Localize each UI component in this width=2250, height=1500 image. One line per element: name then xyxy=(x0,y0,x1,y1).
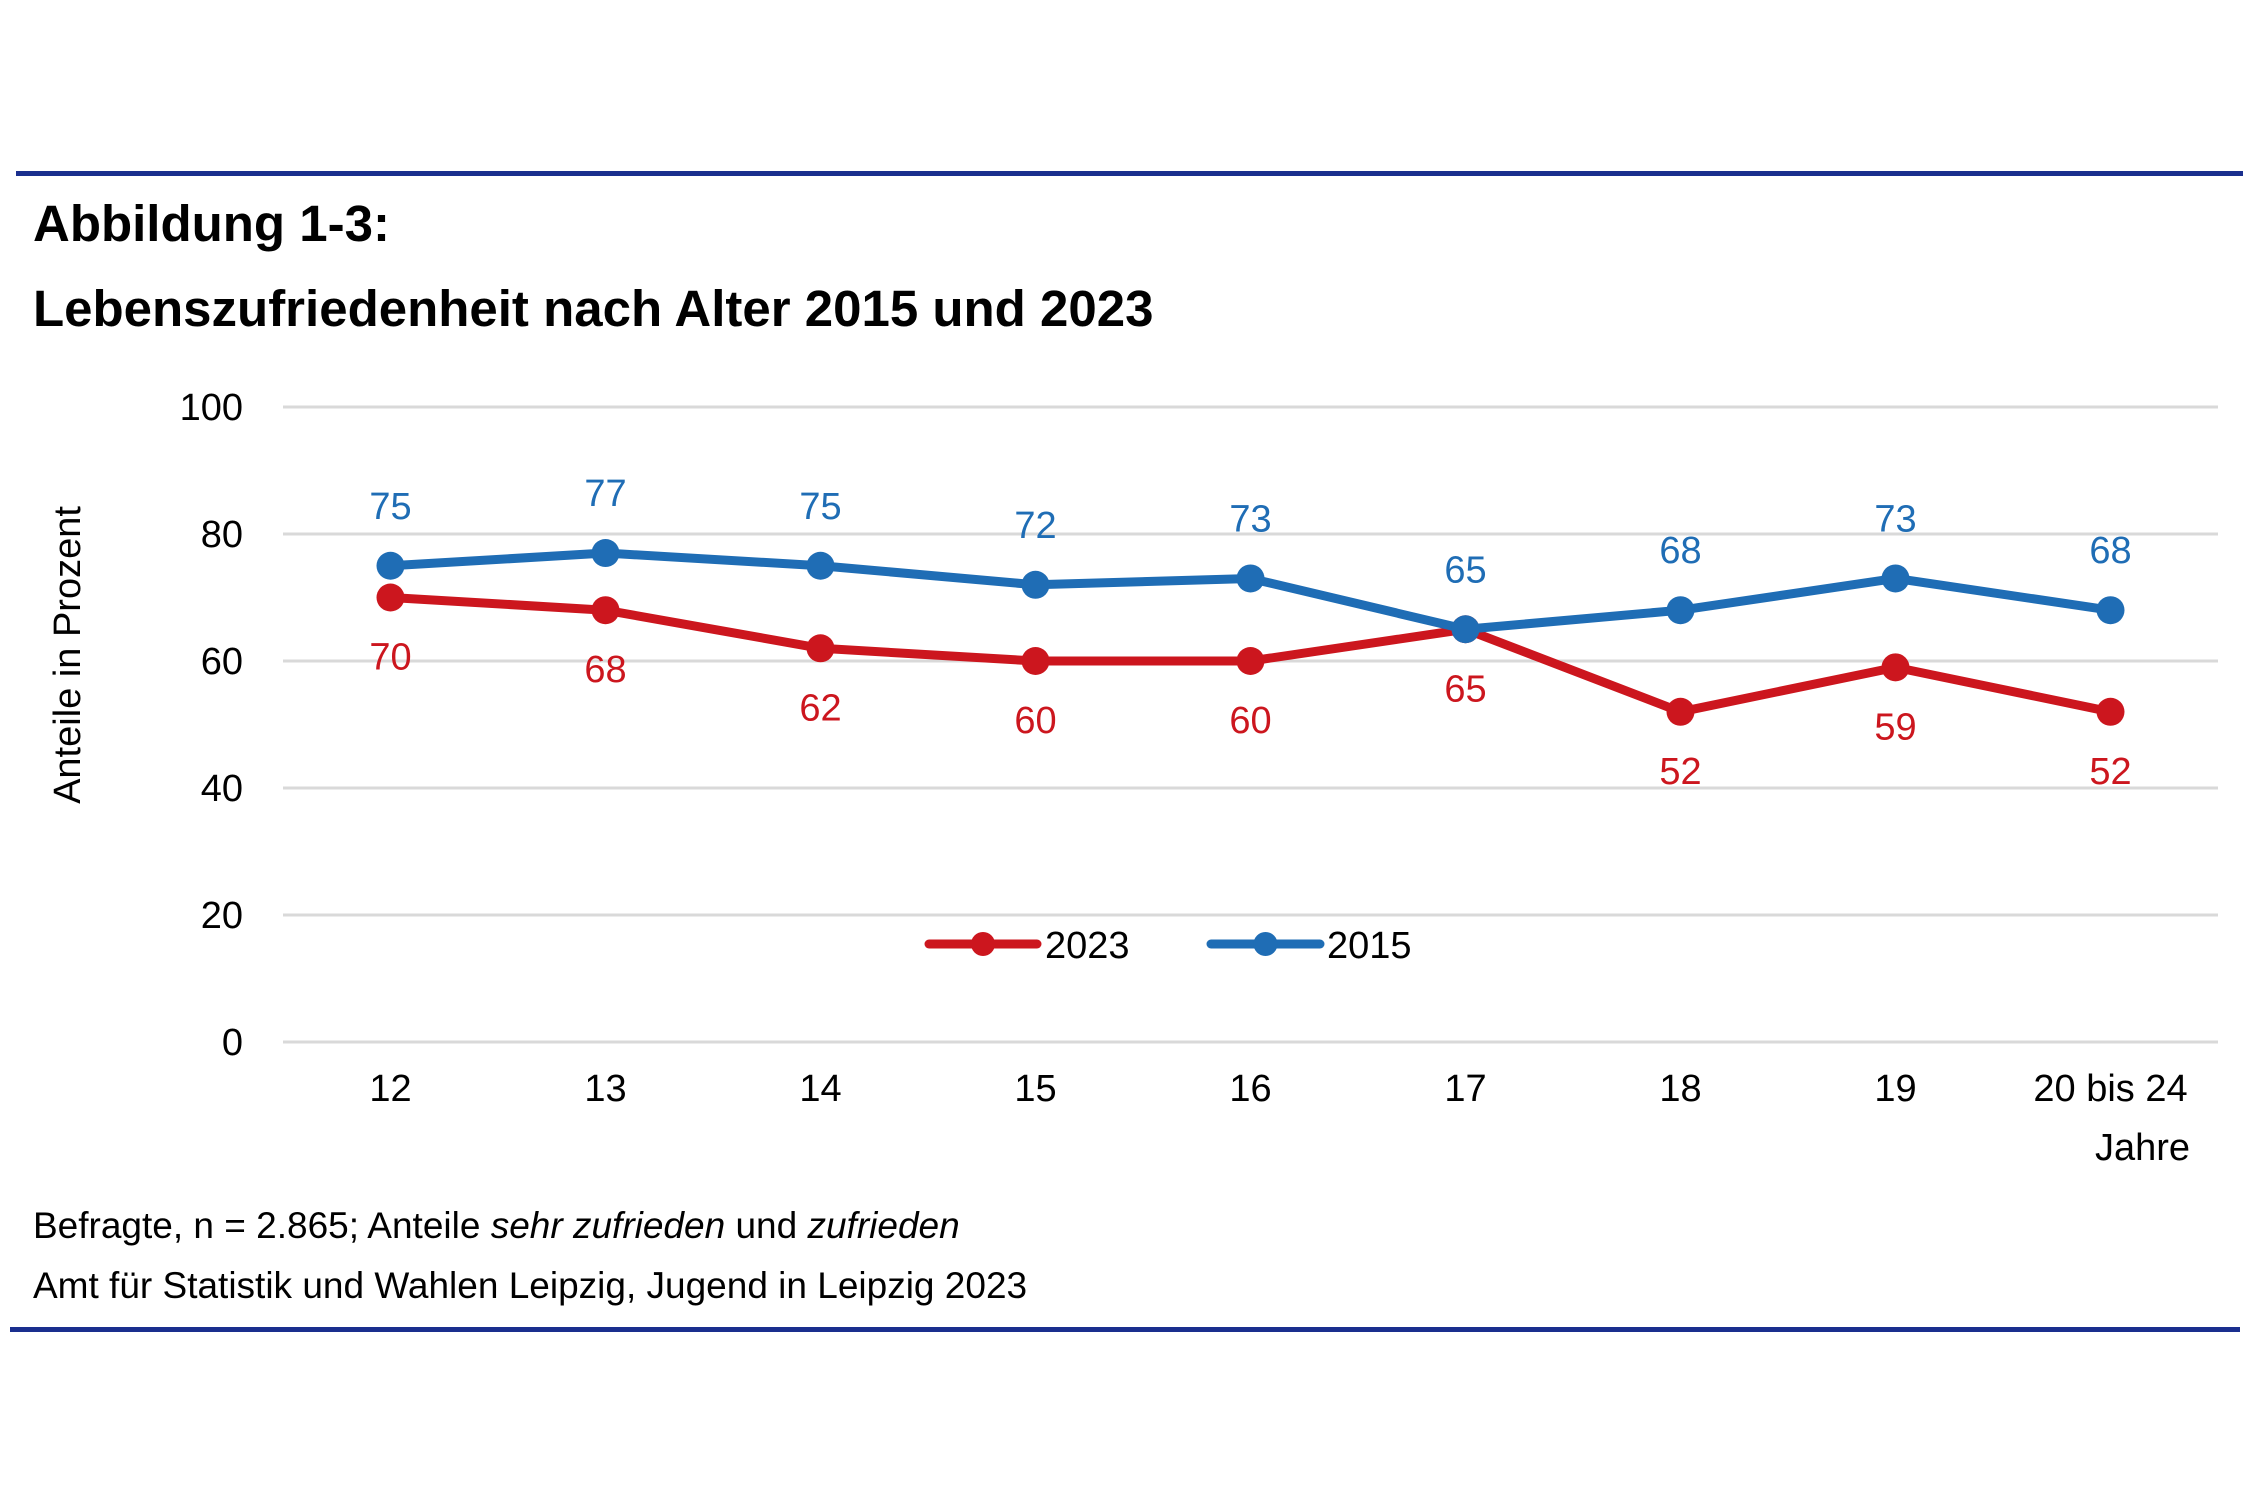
y-tick-label: 100 xyxy=(180,387,243,429)
data-point xyxy=(376,551,405,580)
x-tick-label: 14 xyxy=(799,1068,841,1110)
data-point xyxy=(591,539,620,568)
series-2015: 75 77 75 72 73 65 68 73 68 xyxy=(369,473,2132,644)
bottom-rule xyxy=(10,1327,2240,1332)
y-tick-label: 60 xyxy=(201,641,243,683)
data-label: 62 xyxy=(799,687,841,729)
x-tick-label: 17 xyxy=(1444,1068,1486,1110)
data-label: 68 xyxy=(1659,530,1701,572)
footnote-part: sehr zufrieden xyxy=(490,1205,726,1246)
series-2023: 70 68 62 60 60 65 52 59 52 xyxy=(369,583,2132,793)
data-label: 59 xyxy=(1874,706,1916,748)
x-tick-label: 12 xyxy=(369,1068,411,1110)
data-point xyxy=(1666,697,1695,726)
figure-title: Lebenszufriedenheit nach Alter 2015 und … xyxy=(33,280,1154,337)
data-label: 73 xyxy=(1874,498,1916,540)
data-point xyxy=(1451,615,1480,644)
legend-marker xyxy=(1253,932,1278,956)
data-label: 68 xyxy=(2089,530,2131,572)
legend-label: 2015 xyxy=(1327,925,1412,967)
legend-item-2023: 2023 xyxy=(924,925,1130,967)
x-tick-label: 18 xyxy=(1659,1068,1701,1110)
data-label: 72 xyxy=(1014,505,1056,547)
legend-label: 2023 xyxy=(1045,925,1130,967)
y-tick-label: 20 xyxy=(201,895,243,937)
footnote-part: und xyxy=(725,1205,808,1246)
data-point xyxy=(1021,647,1050,675)
data-point xyxy=(1236,564,1265,593)
x-axis-ticks: 12 13 14 15 16 17 18 19 20 bis 24 xyxy=(369,1068,2187,1110)
x-tick-label: 13 xyxy=(584,1068,626,1110)
data-label: 60 xyxy=(1229,700,1271,742)
x-tick-label: 19 xyxy=(1874,1068,1916,1110)
legend: 2023 2015 xyxy=(924,925,1412,967)
x-tick-label: 16 xyxy=(1229,1068,1271,1110)
y-tick-label: 40 xyxy=(201,768,243,810)
y-axis-label: Anteile in Prozent xyxy=(47,506,89,804)
data-point xyxy=(806,551,835,580)
x-axis-label: Jahre xyxy=(2095,1127,2190,1169)
data-point xyxy=(376,583,405,612)
data-label: 60 xyxy=(1014,700,1056,742)
data-point xyxy=(1881,564,1910,593)
data-point xyxy=(1236,647,1265,675)
data-point xyxy=(1881,653,1910,682)
footnote-part: Befragte, n = 2.865; Anteile xyxy=(33,1205,491,1246)
data-label: 75 xyxy=(799,486,841,528)
x-tick-label: 15 xyxy=(1014,1068,1056,1110)
legend-item-2015: 2015 xyxy=(1206,925,1412,967)
data-label: 68 xyxy=(584,649,626,691)
data-label: 73 xyxy=(1229,498,1271,540)
data-label: 75 xyxy=(369,486,411,528)
data-label: 70 xyxy=(369,637,411,679)
top-rule xyxy=(16,171,2243,176)
data-point xyxy=(806,634,835,663)
footnote-source: Amt für Statistik und Wahlen Leipzig, Ju… xyxy=(33,1265,1028,1306)
data-point xyxy=(591,596,620,625)
data-point xyxy=(2096,596,2125,625)
y-tick-label: 80 xyxy=(201,514,243,556)
data-label: 77 xyxy=(584,473,626,515)
x-tick-label: 20 bis 24 xyxy=(2033,1068,2187,1110)
footnote-part: zufrieden xyxy=(807,1205,960,1246)
footnote-sample: Befragte, n = 2.865; Anteile sehr zufrie… xyxy=(33,1205,960,1247)
data-label: 65 xyxy=(1444,549,1486,591)
data-label: 65 xyxy=(1444,668,1486,710)
data-point xyxy=(1021,570,1050,599)
figure-label: Abbildung 1-3: xyxy=(33,195,390,252)
legend-marker xyxy=(971,932,995,956)
data-point xyxy=(2096,697,2125,726)
series-group: 70 68 62 60 60 65 52 59 52 75 77 75 72 73 65 68 73 68 xyxy=(369,473,2131,793)
y-axis-ticks: 0 20 40 60 80 100 xyxy=(180,387,243,1064)
data-point xyxy=(1666,596,1695,625)
y-tick-label: 0 xyxy=(222,1022,243,1064)
data-label: 52 xyxy=(1659,751,1701,793)
data-label: 52 xyxy=(2089,751,2131,793)
